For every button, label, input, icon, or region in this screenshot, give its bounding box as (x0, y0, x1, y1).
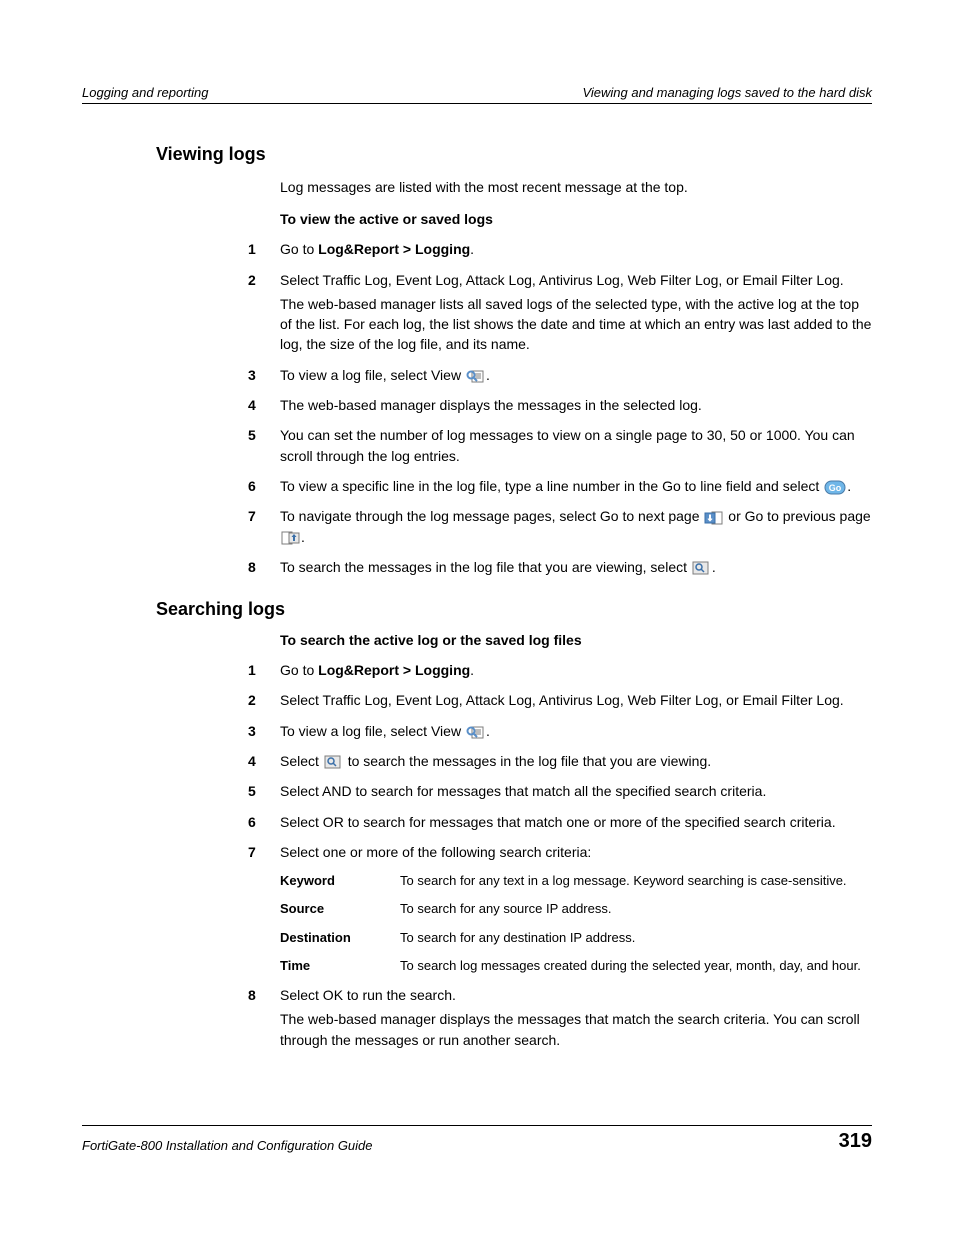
table-row: Source To search for any source IP addre… (280, 900, 872, 918)
viewing-intro: Log messages are listed with the most re… (280, 177, 872, 197)
criteria-key: Source (280, 900, 400, 918)
step-text: To navigate through the log message page… (280, 506, 872, 547)
viewing-step-8: 8 To search the messages in the log file… (248, 557, 872, 577)
header-left: Logging and reporting (82, 85, 209, 100)
step-number: 4 (248, 395, 280, 415)
step-number: 6 (248, 476, 280, 496)
step-text: Go to Log&Report > Logging. (280, 660, 872, 680)
searching-step-6: 6 Select OR to search for messages that … (248, 812, 872, 832)
step-text: Select OR to search for messages that ma… (280, 812, 872, 832)
page-number: 319 (839, 1130, 872, 1153)
table-row: Time To search log messages created duri… (280, 957, 872, 975)
viewing-step-4: 4 The web-based manager displays the mes… (248, 395, 872, 415)
step-text: Go to Log&Report > Logging. (280, 239, 872, 259)
criteria-value: To search for any text in a log message.… (400, 872, 872, 890)
step-number: 8 (248, 557, 280, 577)
step-number: 7 (248, 842, 280, 862)
header-right: Viewing and managing logs saved to the h… (582, 85, 872, 100)
searching-step-8: 8 Select OK to run the search. The web-b… (248, 985, 872, 1050)
viewing-step-2: 2 Select Traffic Log, Event Log, Attack … (248, 270, 872, 355)
viewing-step-3: 3 To view a log file, select View . (248, 365, 872, 385)
step-number: 1 (248, 660, 280, 680)
view-icon (466, 725, 485, 739)
step-text: Select Traffic Log, Event Log, Attack Lo… (280, 690, 872, 710)
step-number: 5 (248, 425, 280, 466)
searching-subhead: To search the active log or the saved lo… (280, 632, 872, 648)
step-number: 6 (248, 812, 280, 832)
step-number: 4 (248, 751, 280, 771)
criteria-key: Time (280, 957, 400, 975)
step-text: To view a specific line in the log file,… (280, 476, 872, 496)
step-text: Select AND to search for messages that m… (280, 781, 872, 801)
step-number: 3 (248, 365, 280, 385)
search-icon (324, 755, 343, 769)
view-icon (466, 369, 485, 383)
prev-page-icon (281, 531, 300, 545)
step-number: 3 (248, 721, 280, 741)
criteria-key: Keyword (280, 872, 400, 890)
viewing-step-5: 5 You can set the number of log messages… (248, 425, 872, 466)
step-number: 5 (248, 781, 280, 801)
step-text: Select to search the messages in the log… (280, 751, 872, 771)
searching-step-3: 3 To view a log file, select View . (248, 721, 872, 741)
go-icon: Go (824, 480, 846, 495)
step-number: 2 (248, 270, 280, 355)
criteria-key: Destination (280, 929, 400, 947)
searching-step-5: 5 Select AND to search for messages that… (248, 781, 872, 801)
searching-step-4: 4 Select to search the messages in the l… (248, 751, 872, 771)
footer-left: FortiGate-800 Installation and Configura… (82, 1138, 373, 1153)
step-text: Select OK to run the search. The web-bas… (280, 985, 872, 1050)
svg-text:Go: Go (829, 483, 842, 493)
step-number: 2 (248, 690, 280, 710)
table-row: Keyword To search for any text in a log … (280, 872, 872, 890)
step-number: 8 (248, 985, 280, 1050)
criteria-value: To search for any source IP address. (400, 900, 872, 918)
step-number: 7 (248, 506, 280, 547)
viewing-step-6: 6 To view a specific line in the log fil… (248, 476, 872, 496)
next-page-icon (704, 511, 723, 525)
search-icon (692, 561, 711, 575)
table-row: Destination To search for any destinatio… (280, 929, 872, 947)
criteria-value: To search for any destination IP address… (400, 929, 872, 947)
step-text: Select Traffic Log, Event Log, Attack Lo… (280, 270, 872, 355)
viewing-subhead: To view the active or saved logs (280, 211, 872, 227)
page-footer: FortiGate-800 Installation and Configura… (82, 1125, 872, 1153)
viewing-step-1: 1 Go to Log&Report > Logging. (248, 239, 872, 259)
step-text: Select one or more of the following sear… (280, 842, 872, 862)
step-text: To view a log file, select View . (280, 721, 872, 741)
searching-step-1: 1 Go to Log&Report > Logging. (248, 660, 872, 680)
step-text: You can set the number of log messages t… (280, 425, 872, 466)
searching-step-2: 2 Select Traffic Log, Event Log, Attack … (248, 690, 872, 710)
page-header: Logging and reporting Viewing and managi… (82, 85, 872, 104)
searching-step-7: 7 Select one or more of the following se… (248, 842, 872, 862)
section-title-searching: Searching logs (156, 599, 872, 620)
step-text: The web-based manager displays the messa… (280, 395, 872, 415)
criteria-value: To search log messages created during th… (400, 957, 872, 975)
section-title-viewing: Viewing logs (156, 144, 872, 165)
viewing-step-7: 7 To navigate through the log message pa… (248, 506, 872, 547)
step-text: To view a log file, select View . (280, 365, 872, 385)
search-criteria-table: Keyword To search for any text in a log … (280, 872, 872, 975)
step-number: 1 (248, 239, 280, 259)
step-text: To search the messages in the log file t… (280, 557, 872, 577)
